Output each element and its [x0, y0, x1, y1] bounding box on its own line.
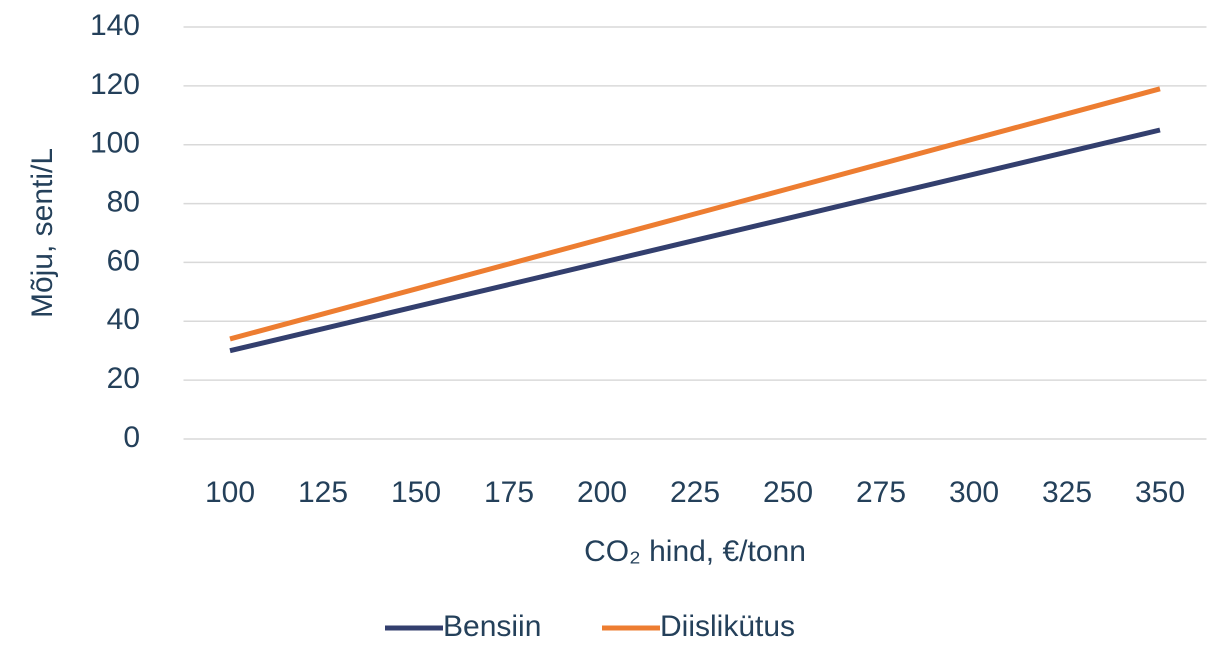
y-tick-label: 20	[107, 362, 140, 395]
x-tick-label: 100	[205, 476, 255, 509]
x-tick-label: 200	[577, 476, 627, 509]
legend-label: Bensiin	[443, 610, 541, 643]
x-axis-label: CO₂ hind, €/tonn	[584, 535, 806, 568]
legend-label: Diislikütus	[660, 610, 795, 643]
x-tick-label: 150	[391, 476, 441, 509]
y-tick-label: 80	[107, 185, 140, 218]
y-tick-label: 100	[90, 127, 140, 160]
y-tick-label: 140	[90, 9, 140, 42]
y-tick-label: 40	[107, 303, 140, 336]
x-tick-label: 350	[1135, 476, 1185, 509]
x-tick-label: 250	[763, 476, 813, 509]
y-tick-label: 120	[90, 68, 140, 101]
line-series	[229, 86, 1161, 342]
y-tick-label: 0	[123, 421, 140, 454]
y-axis-label: Mõju, senti/L	[26, 148, 59, 318]
x-tick-label: 325	[1042, 476, 1092, 509]
x-tick-label: 125	[298, 476, 348, 509]
y-tick-label: 60	[107, 244, 140, 277]
x-tick-label: 300	[949, 476, 999, 509]
x-tick-label: 175	[484, 476, 534, 509]
x-tick-label: 275	[856, 476, 906, 509]
line-series	[229, 127, 1161, 354]
x-tick-label: 225	[670, 476, 720, 509]
